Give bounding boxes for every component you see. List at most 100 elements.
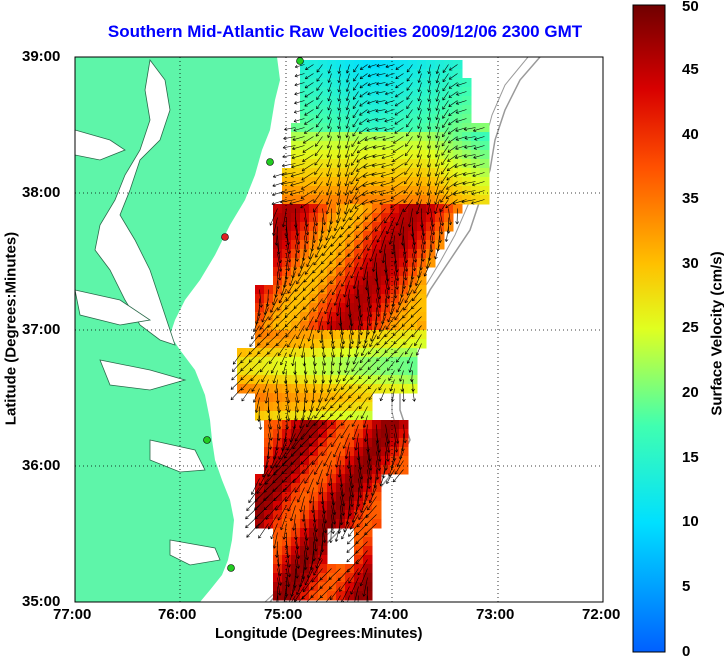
velocity-cell xyxy=(255,384,265,394)
velocity-cell xyxy=(417,312,427,322)
velocity-cell xyxy=(273,474,283,484)
velocity-cell xyxy=(471,168,481,178)
velocity-cell xyxy=(417,303,427,313)
velocity-cell xyxy=(453,69,463,79)
velocity-cell xyxy=(399,177,409,187)
velocity-cell xyxy=(327,231,337,241)
velocity-cell xyxy=(327,384,337,394)
velocity-cell xyxy=(273,330,283,340)
velocity-cell xyxy=(327,69,337,79)
velocity-cell xyxy=(363,186,373,196)
velocity-cell xyxy=(363,177,373,187)
velocity-cell xyxy=(318,195,328,205)
velocity-cell xyxy=(318,402,328,412)
velocity-cell xyxy=(345,240,355,250)
velocity-cell xyxy=(327,249,337,259)
velocity-cell xyxy=(462,78,472,88)
velocity-cell xyxy=(408,186,418,196)
velocity-cell xyxy=(309,249,319,259)
velocity-cell xyxy=(408,60,418,70)
velocity-cell xyxy=(399,159,409,169)
velocity-cell xyxy=(264,366,274,376)
velocity-cell xyxy=(237,348,247,358)
velocity-cell xyxy=(372,105,382,115)
velocity-cell xyxy=(309,276,319,286)
velocity-cell xyxy=(381,69,391,79)
velocity-cell xyxy=(363,96,373,106)
x-tick-label: 73:00 xyxy=(476,606,514,623)
velocity-cell xyxy=(372,150,382,160)
velocity-cell xyxy=(453,114,463,124)
velocity-cell xyxy=(318,159,328,169)
velocity-cell xyxy=(300,294,310,304)
velocity-cell xyxy=(372,132,382,142)
velocity-cell xyxy=(390,330,400,340)
velocity-cell xyxy=(363,132,373,142)
velocity-cell xyxy=(300,285,310,295)
velocity-cell xyxy=(381,96,391,106)
velocity-cell xyxy=(399,195,409,205)
velocity-cell xyxy=(381,60,391,70)
velocity-cell xyxy=(336,276,346,286)
colorbar-tick-label: 0 xyxy=(682,643,690,660)
velocity-cell xyxy=(408,141,418,151)
velocity-cell xyxy=(318,87,328,97)
velocity-cell xyxy=(462,168,472,178)
velocity-cell xyxy=(327,564,337,574)
velocity-cell xyxy=(309,168,319,178)
velocity-cell xyxy=(363,87,373,97)
velocity-cell xyxy=(462,87,472,97)
velocity-cell xyxy=(273,204,283,214)
velocity-cell xyxy=(453,123,463,133)
velocity-cell xyxy=(345,87,355,97)
velocity-cell xyxy=(318,276,328,286)
velocity-cell xyxy=(309,123,319,133)
velocity-cell xyxy=(282,501,292,511)
velocity-cell xyxy=(345,204,355,214)
velocity-cell xyxy=(363,528,373,538)
velocity-cell xyxy=(372,114,382,124)
velocity-cell xyxy=(336,564,346,574)
velocity-cell xyxy=(408,177,418,187)
velocity-cell xyxy=(273,348,283,358)
velocity-cell xyxy=(462,123,472,133)
velocity-cell xyxy=(399,348,409,358)
colorbar-tick-label: 45 xyxy=(682,61,699,78)
velocity-cell xyxy=(282,339,292,349)
velocity-cell xyxy=(309,240,319,250)
velocity-cell xyxy=(372,87,382,97)
velocity-cell xyxy=(462,96,472,106)
velocity-cell xyxy=(408,321,418,331)
velocity-cell xyxy=(318,591,328,601)
velocity-cell xyxy=(336,591,346,601)
velocity-cell xyxy=(309,114,319,124)
velocity-cell xyxy=(354,231,364,241)
velocity-cell xyxy=(381,384,391,394)
velocity-cell xyxy=(363,393,373,403)
velocity-cell xyxy=(372,240,382,250)
velocity-cell xyxy=(354,582,364,592)
velocity-cell xyxy=(345,195,355,205)
velocity-cell xyxy=(255,348,265,358)
velocity-cell xyxy=(345,141,355,151)
velocity-cell xyxy=(408,105,418,115)
velocity-cell xyxy=(363,519,373,529)
velocity-cell xyxy=(291,420,301,430)
velocity-cell xyxy=(309,159,319,169)
y-tick-label: 37:00 xyxy=(22,321,60,338)
velocity-cell xyxy=(309,438,319,448)
velocity-cell xyxy=(336,222,346,232)
velocity-cell xyxy=(372,69,382,79)
velocity-cell xyxy=(480,186,490,196)
velocity-cell xyxy=(480,195,490,205)
velocity-cell xyxy=(318,60,328,70)
velocity-cell xyxy=(309,132,319,142)
velocity-cell xyxy=(345,60,355,70)
velocity-cell xyxy=(354,537,364,547)
velocity-cell xyxy=(462,195,472,205)
velocity-cell xyxy=(345,384,355,394)
velocity-cell xyxy=(408,195,418,205)
velocity-cell xyxy=(372,231,382,241)
velocity-cell xyxy=(462,114,472,124)
velocity-cell xyxy=(372,78,382,88)
